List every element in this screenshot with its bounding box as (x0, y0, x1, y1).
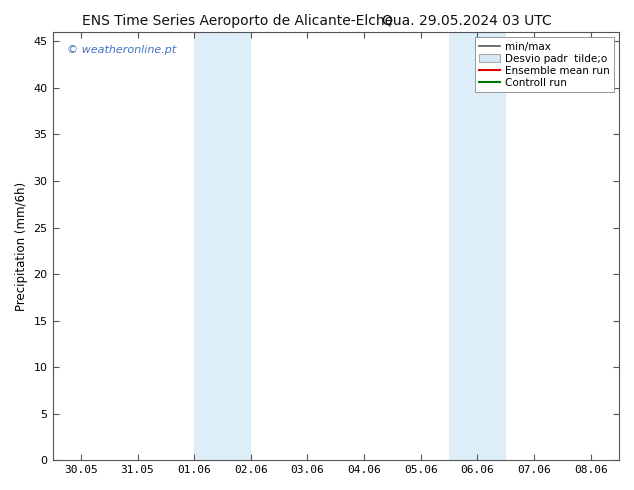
Text: ENS Time Series Aeroporto de Alicante-Elche: ENS Time Series Aeroporto de Alicante-El… (82, 14, 394, 28)
Y-axis label: Precipitation (mm/6h): Precipitation (mm/6h) (15, 182, 28, 311)
Text: © weatheronline.pt: © weatheronline.pt (67, 45, 176, 55)
Bar (194, 32, 251, 460)
Legend: min/max, Desvio padr  tilde;o, Ensemble mean run, Controll run: min/max, Desvio padr tilde;o, Ensemble m… (475, 37, 614, 92)
Bar (449, 32, 506, 460)
Text: Qua. 29.05.2024 03 UTC: Qua. 29.05.2024 03 UTC (382, 14, 552, 28)
